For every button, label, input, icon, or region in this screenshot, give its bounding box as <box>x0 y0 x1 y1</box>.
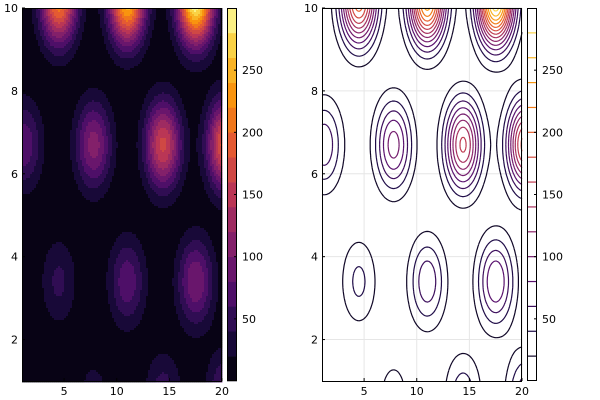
filled-contour-plot-area <box>22 8 222 382</box>
